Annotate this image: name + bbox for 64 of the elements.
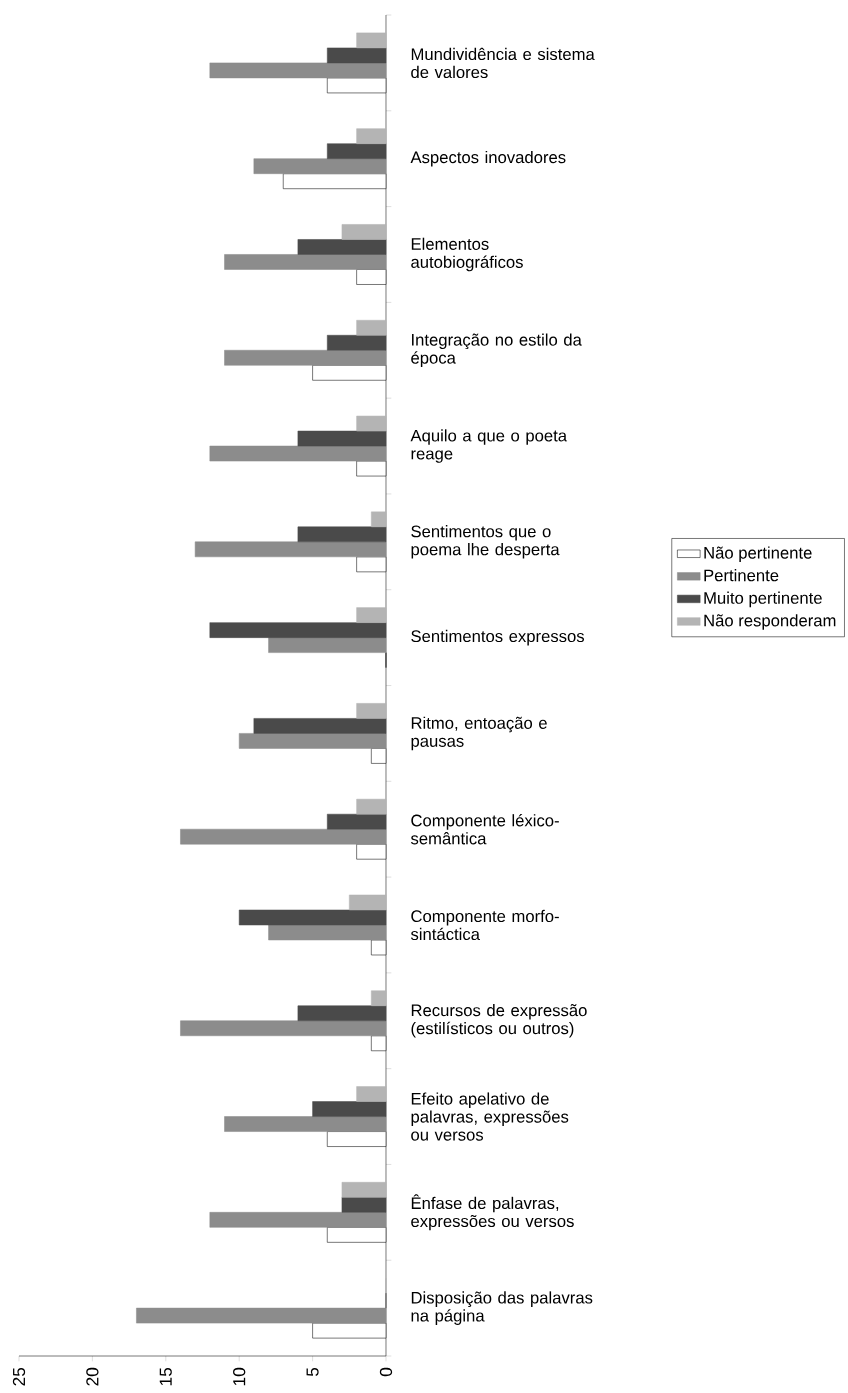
bar — [238, 733, 387, 749]
bar — [327, 143, 387, 159]
y-tick-label: Ritmo, entoação e pausas — [411, 716, 547, 751]
bar — [297, 430, 387, 447]
y-tick-label: Disposição das palavras na página — [411, 1291, 593, 1325]
bar — [268, 924, 387, 941]
y-tick-label: Componente léxico-semântica — [410, 813, 559, 845]
y-tick-label: Componente morfo-sintáctica — [410, 909, 559, 941]
y-tick-label: Sentimentos que o poema lhe desperta — [411, 525, 560, 559]
y-tick-label: Aspectos inovadores — [410, 150, 566, 167]
bar — [356, 607, 387, 623]
legend-label: Não pertinente — [704, 546, 812, 562]
x-tick-label: 25 — [12, 1367, 26, 1386]
y-tick-label: Elementos autobiográficos — [411, 237, 523, 272]
bar — [297, 526, 387, 543]
bar — [341, 224, 387, 240]
bar — [209, 445, 387, 462]
bar — [371, 511, 387, 528]
bar — [356, 32, 387, 49]
x-tick-label: 0 — [379, 1367, 393, 1377]
bar — [297, 239, 387, 255]
bar — [224, 1116, 387, 1132]
bar — [341, 1197, 387, 1213]
bar — [224, 254, 387, 270]
bar — [268, 637, 387, 653]
bar — [209, 62, 387, 79]
bar — [253, 158, 387, 174]
bar — [371, 990, 387, 1007]
x-tick-label: 15 — [159, 1367, 172, 1386]
x-tick-label: 20 — [86, 1367, 99, 1386]
bar — [224, 349, 387, 366]
bar — [356, 1086, 387, 1102]
bar — [136, 1307, 387, 1324]
bar — [356, 128, 387, 144]
bar — [180, 828, 387, 845]
bar — [356, 415, 387, 432]
bar — [327, 47, 387, 64]
bar — [341, 1182, 387, 1198]
y-tick-label: Ênfase de palavras, expressões ou versos — [411, 1194, 574, 1231]
legend-label: Muito pertinente — [704, 591, 822, 608]
x-tick-label: 5 — [306, 1367, 319, 1377]
y-tick-label: Recursos de expressão (estilísticos ou outros) — [411, 1003, 587, 1038]
y-tick-label: Efeito apelativo de palavras, expressões ou versos — [411, 1092, 569, 1141]
bar — [312, 1101, 387, 1117]
bar — [180, 1020, 387, 1037]
x-tick-label: 10 — [233, 1367, 246, 1386]
bar — [356, 320, 387, 336]
bar — [253, 718, 387, 734]
bar — [356, 703, 387, 719]
bar — [209, 1212, 387, 1228]
y-tick-label: Sentimentos expressos — [411, 629, 585, 646]
bar — [194, 541, 387, 558]
legend-label: Não responderam — [704, 614, 836, 630]
y-tick-label: Integração no estilo da época — [411, 333, 582, 368]
bar — [327, 335, 387, 351]
bar — [327, 813, 387, 830]
y-tick-label: Mundividência e sistema de valores — [411, 47, 595, 79]
bar — [349, 894, 387, 911]
bar — [297, 1005, 387, 1022]
legend-label: Pertinente — [704, 569, 779, 582]
y-tick-label: Aquilo a que o poeta reage — [410, 429, 568, 463]
bar — [356, 798, 387, 815]
bar — [209, 622, 387, 638]
bar — [238, 909, 387, 926]
